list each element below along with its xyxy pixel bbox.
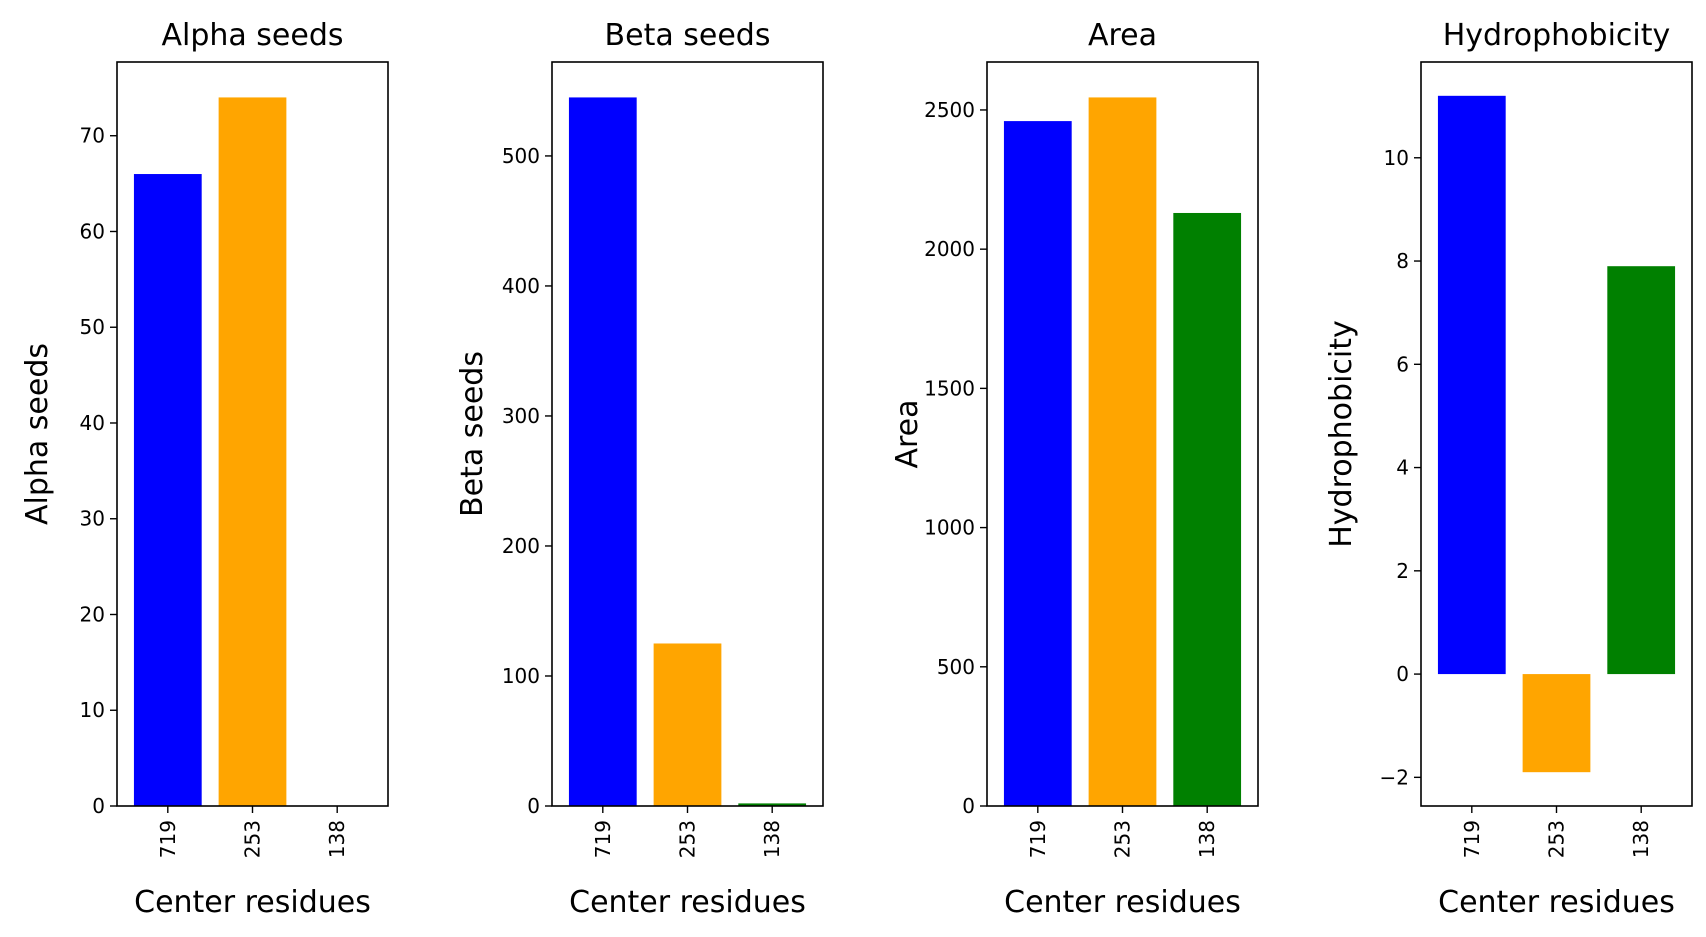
- y-tick-label: 70: [80, 124, 105, 148]
- y-tick-label: 10: [1384, 146, 1409, 170]
- y-tick-label: 2: [1396, 559, 1409, 583]
- x-axis-label: Center residues: [134, 885, 371, 920]
- y-tick-label: 1500: [924, 376, 975, 400]
- y-tick-label: 4: [1396, 456, 1409, 480]
- y-tick-label: 50: [80, 315, 105, 339]
- chart-title: Beta seeds: [605, 18, 771, 53]
- bar-138: [1607, 266, 1676, 675]
- x-tick-label: 253: [1545, 820, 1569, 858]
- chart-title: Area: [1088, 18, 1157, 53]
- x-axis-label: Center residues: [1004, 885, 1241, 920]
- bar-253: [653, 643, 722, 806]
- y-tick-label: −2: [1380, 765, 1409, 789]
- y-tick-label: 100: [502, 664, 540, 688]
- y-tick-label: 200: [502, 534, 540, 558]
- y-tick-label: 0: [1396, 662, 1409, 686]
- y-tick-label: 0: [527, 794, 540, 818]
- x-tick-label: 719: [1026, 820, 1050, 858]
- x-tick-label: 138: [1629, 820, 1653, 858]
- y-tick-label: 60: [80, 219, 105, 243]
- y-tick-label: 0: [962, 794, 975, 818]
- x-axis-label: Center residues: [569, 885, 806, 920]
- y-tick-label: 10: [80, 698, 105, 722]
- x-tick-label: 138: [325, 820, 349, 858]
- y-tick-label: 500: [937, 655, 975, 679]
- x-tick-label: 138: [760, 820, 784, 858]
- y-tick-label: 1000: [924, 516, 975, 540]
- y-tick-label: 2500: [924, 98, 975, 122]
- y-tick-label: 300: [502, 404, 540, 428]
- x-tick-label: 253: [676, 820, 700, 858]
- y-axis-label: Hydrophobicity: [1324, 320, 1359, 548]
- chart-title: Alpha seeds: [161, 18, 343, 53]
- x-tick-label: 719: [1460, 820, 1484, 858]
- bar-253: [1522, 674, 1591, 773]
- y-tick-label: 0: [92, 794, 105, 818]
- y-tick-label: 8: [1396, 249, 1409, 273]
- y-tick-label: 30: [80, 507, 105, 531]
- x-tick-label: 719: [591, 820, 615, 858]
- x-tick-label: 253: [1111, 820, 1135, 858]
- x-tick-label: 719: [156, 820, 180, 858]
- chart-title: Hydrophobicity: [1443, 18, 1671, 53]
- bar-138: [1173, 212, 1242, 806]
- x-tick-label: 138: [1195, 820, 1219, 858]
- bar-719: [1003, 121, 1072, 807]
- bar-719: [133, 174, 202, 806]
- y-axis-label: Area: [890, 399, 925, 468]
- x-axis-label: Center residues: [1438, 885, 1675, 920]
- x-tick-label: 253: [241, 820, 265, 858]
- bar-253: [1088, 97, 1157, 806]
- y-tick-label: 20: [80, 602, 105, 626]
- bar-719: [1437, 95, 1506, 675]
- y-tick-label: 400: [502, 274, 540, 298]
- bar-253: [218, 97, 287, 806]
- y-tick-label: 500: [502, 144, 540, 168]
- y-axis-label: Beta seeds: [455, 351, 490, 517]
- y-axis-label: Alpha seeds: [20, 343, 55, 525]
- bar-138: [738, 803, 807, 806]
- y-tick-label: 2000: [924, 237, 975, 261]
- y-tick-label: 6: [1396, 352, 1409, 376]
- bar-719: [568, 97, 637, 806]
- y-tick-label: 40: [80, 411, 105, 435]
